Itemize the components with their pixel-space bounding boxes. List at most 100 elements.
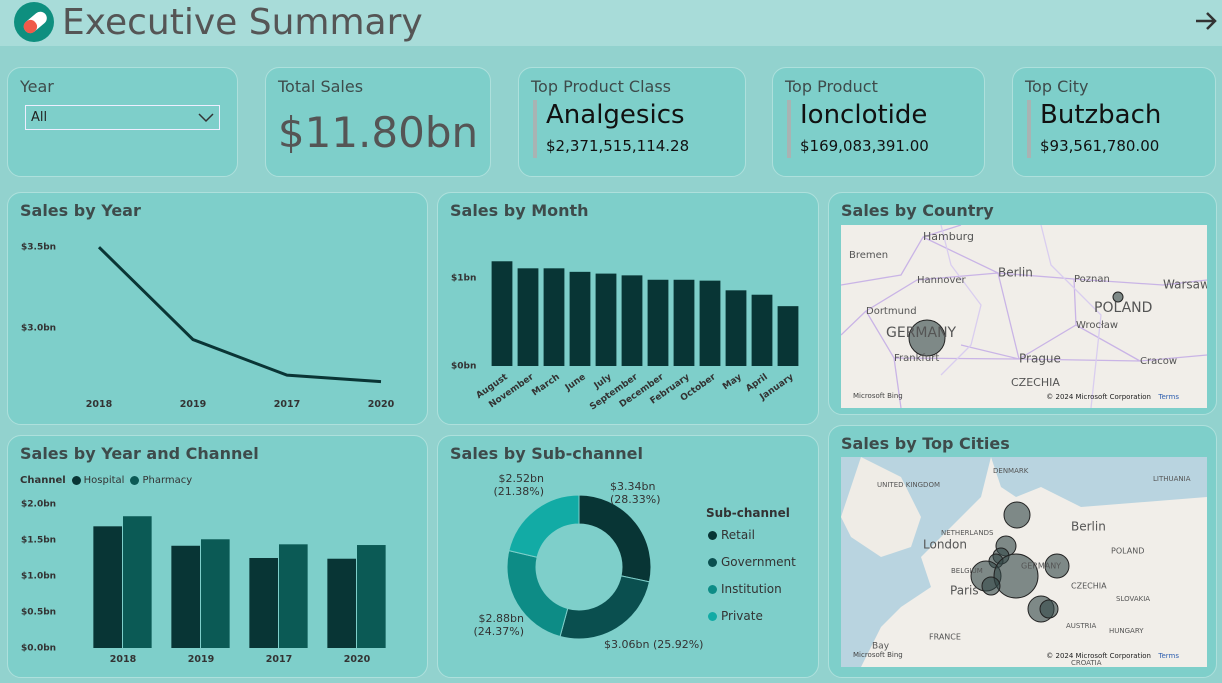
bar [621,275,643,366]
legend-swatch [708,530,717,540]
bar [777,306,799,366]
donut-segment [559,575,651,640]
donut-segment [578,494,652,583]
legend-label: Private [721,609,763,623]
kpi-title: Top Product Class [531,77,672,96]
map-label: CROATIA [1071,659,1102,667]
map-label: Hannover [917,275,967,286]
map-label: NETHERLANDS [941,529,994,537]
chart-title: Sales by Top Cities [841,434,1010,453]
map-label: FRANCE [929,633,961,642]
kpi-title: Top City [1025,77,1089,96]
x-tick-label: May [721,372,744,392]
bar [699,280,721,366]
donut-segment [508,494,580,558]
map-label: Berlin [1071,520,1106,534]
x-tick-label: 2019 [188,654,214,665]
legend-title: Channel [20,475,66,486]
y-tick-label: $3.0bn [21,324,56,334]
legend-label: Hospital [83,475,125,486]
bar [357,545,386,648]
kpi-detail: $169,083,391.00 [800,137,929,155]
map-label: SLOVAKIA [1116,595,1150,603]
next-page-button[interactable] [1194,9,1218,33]
bar [123,516,152,648]
map-label: CZECHIA [1071,582,1107,591]
bar [93,526,122,648]
legend: Channel Hospital Pharmacy [20,475,192,486]
plot [506,494,652,640]
legend-swatch [708,584,717,594]
x-tick-label: 2017 [266,654,292,665]
kpi-value: Ionclotide [800,100,928,130]
kpi-card: Top Product Ionclotide $169,083,391.00 [772,67,985,177]
donut-chart-card: Sales by Sub-channel $3.34bn (28.33%) $3.0… [437,435,819,678]
line-chart-card: Sales by Year $3.0bn $3.5bn 2018 2019 2017 202… [7,192,428,425]
map: Hamburg Bremen Hannover Berlin Poznan POLAND W… [841,225,1207,408]
chart-title: Sales by Country [841,201,994,220]
map-label: Cracow [1140,356,1177,367]
kpi-card: Total Sales $11.80bn [265,67,491,177]
dropdown[interactable]: All [25,105,220,130]
map-label: DENMARK [993,467,1029,475]
bar [569,271,591,366]
bar [725,290,747,366]
y-tick-label: $0.0bn [21,644,56,654]
slicer-label: Year [20,77,54,96]
line [97,246,382,384]
page-title: Executive Summary [62,2,423,43]
year-slicer: Year All [7,67,238,177]
map-label: POLAND [1094,300,1152,316]
bar [673,279,695,366]
map-label: Bremen [849,250,888,261]
map-attribution: © 2024 Microsoft Corporation [1046,393,1151,401]
plot: $0.0bn $0.5bn $1.0bn $1.5bn $2.0bn 2018 2019 20… [21,500,386,665]
legend-label: Institution [721,582,782,596]
chart-title: Sales by Month [450,201,589,220]
map-label: LITHUANIA [1153,475,1191,483]
map-terms[interactable]: Terms [1157,393,1179,401]
x-tick-label: June [563,372,588,394]
bar [171,545,200,648]
chart-title: Sales by Sub-channel [450,444,643,463]
y-tick-label: $0.5bn [21,608,56,618]
kpi-detail: $93,561,780.00 [1040,137,1160,155]
legend-swatch [708,557,717,567]
x-tick-label: 2018 [110,654,137,665]
bar [751,294,773,366]
data-label: $2.52bn (21.38%) [493,472,544,498]
chart-title: Sales by Year and Channel [20,444,259,463]
legend-swatch [130,476,140,485]
dropdown-value: All [31,110,48,125]
kpi-value: Butzbach [1040,100,1162,130]
map-label: Bay [872,642,890,652]
map-label: Warsaw [1163,278,1207,292]
map-logo: Microsoft Bing [853,392,903,400]
map-label: Poznan [1074,274,1110,285]
map-label: Hamburg [923,230,974,243]
legend-item: Hospital [71,475,125,486]
map-label: Dortmund [866,306,917,317]
plot: $3.0bn $3.5bn 2018 2019 2017 2020 [21,243,395,410]
map-label: Wrocław [1076,320,1118,331]
map-label: GERMANY [886,325,957,341]
map-label: AUSTRIA [1066,622,1097,630]
map-label: GERMANY [1021,562,1061,571]
legend-label: Pharmacy [142,475,193,486]
map-card: DENMARK LITHUANIA UNITED KINGDOM Berlin NETH… [828,425,1217,678]
map-terms[interactable]: Terms [1157,652,1179,660]
bar [491,261,513,366]
legend-item: Pharmacy [130,475,192,486]
map-label: HUNGARY [1109,627,1144,635]
map-label: UNITED KINGDOM [877,481,940,489]
legend-swatch [71,476,81,485]
data-label: $3.34bn (28.33%) [610,480,661,506]
kpi-value: $11.80bn [277,108,479,157]
x-tick-label: 2020 [368,399,395,410]
map-label: Berlin [998,266,1033,280]
map-label: Paris [950,584,979,598]
y-tick-label: $0bn [451,362,476,372]
y-tick-label: $1.0bn [21,572,56,582]
data-label: $3.06bn (25.92%) [604,638,704,651]
